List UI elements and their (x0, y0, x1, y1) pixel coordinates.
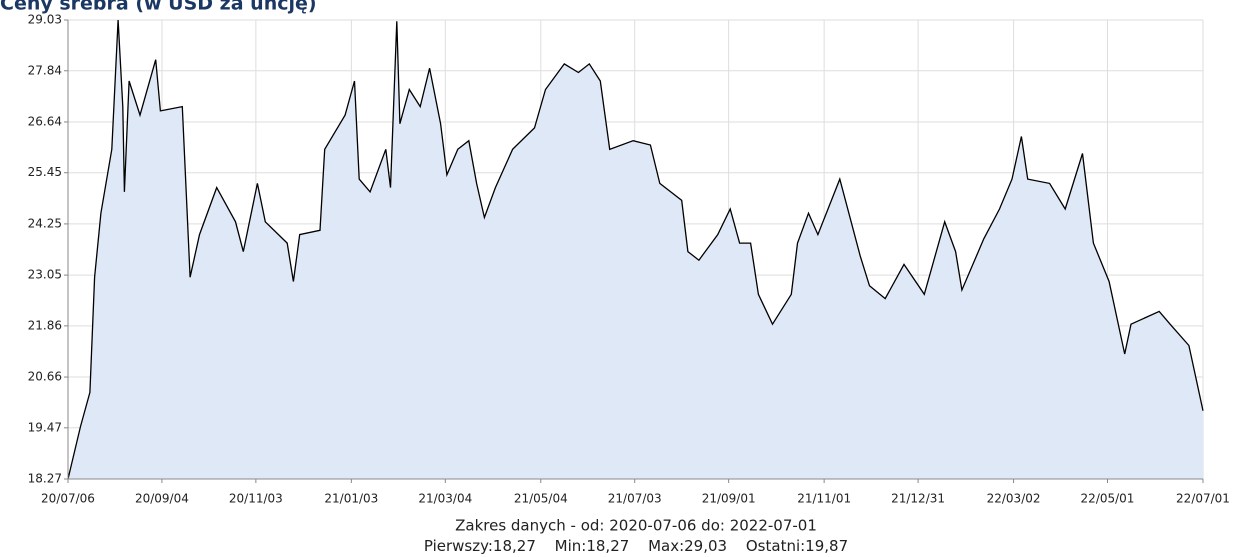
y-tick-label: 29.03 (28, 13, 62, 27)
stat: Pierwszy:18,27 (424, 537, 536, 555)
stat: Min:18,27 (555, 537, 630, 555)
y-tick-label: 23.05 (28, 268, 62, 282)
y-tick-label: 25.45 (28, 165, 62, 179)
area (68, 20, 1203, 479)
chart-title: Ceny srebra (w USD za uncję) (0, 0, 317, 15)
y-tick-label: 26.64 (28, 114, 62, 128)
stat: Max:29,03 (648, 537, 727, 555)
y-tick-label: 24.25 (28, 216, 62, 230)
y-tick-label: 21.86 (28, 318, 62, 332)
y-tick-label: 19.47 (28, 420, 62, 434)
x-tick-label: 20/11/03 (229, 492, 283, 506)
y-tick-label: 27.84 (28, 63, 62, 77)
x-tick-label: 20/09/04 (135, 492, 189, 506)
x-tick-label: 21/05/04 (514, 492, 568, 506)
x-tick-label: 22/05/01 (1081, 492, 1135, 506)
y-tick-label: 20.66 (28, 370, 62, 384)
x-tick-label: 21/12/31 (891, 492, 945, 506)
x-tick-label: 22/03/02 (987, 492, 1041, 506)
x-tick-label: 21/03/04 (418, 492, 472, 506)
stats: Pierwszy:18,27 Min:18,27 Max:29,03 Ostat… (424, 537, 848, 555)
x-tick-label: 22/07/01 (1176, 492, 1230, 506)
line (67, 19, 1204, 480)
stat: Ostatni:19,87 (746, 537, 848, 555)
x-tick-label: 21/09/01 (702, 492, 756, 506)
x-tick-label: 20/07/06 (41, 492, 95, 506)
y-tick-label: 18.27 (28, 472, 62, 486)
x-tick-label: 21/11/01 (797, 492, 851, 506)
x-tick-label: 21/01/03 (324, 492, 378, 506)
x-tick-label: 21/07/03 (608, 492, 662, 506)
subtitle: Zakres danych - od: 2020-07-06 do: 2022-… (455, 517, 817, 535)
